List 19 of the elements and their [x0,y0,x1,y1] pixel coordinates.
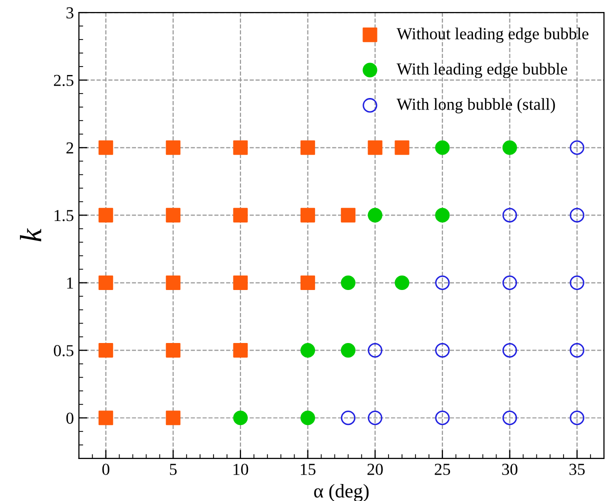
x-tick-label: 15 [300,464,316,476]
y-tick-label: 3 [66,7,74,18]
x-tick-label: 20 [367,464,383,476]
y-tick-label: 2.5 [54,74,74,86]
y-tick-label: 1.5 [54,210,74,222]
x-tick-label: 25 [434,464,450,476]
legend-label: With leading edge bubble [396,62,568,78]
y-tick-label: 1 [67,278,74,289]
x-tick-label: 30 [502,464,518,476]
x-tick-label: 35 [570,464,585,476]
x-tick-label: 5 [170,464,177,476]
y-tick-label: 2 [66,142,74,154]
y-tick-label: 0 [66,412,74,424]
legend-label: Without leading edge bubble [396,28,588,43]
x-tick-label: 10 [234,464,248,476]
y-tick-label: 0.5 [54,345,74,356]
x-tick-label: 0 [102,464,110,476]
legend-label: With long bubble (stall) [396,98,555,114]
y-axis-title: k [20,228,42,242]
